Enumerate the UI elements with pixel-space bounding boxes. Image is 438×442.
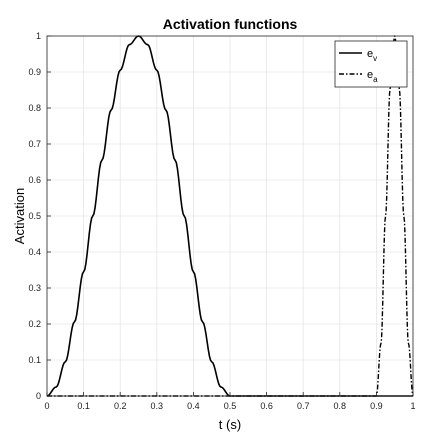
legend-label-ea-base: e bbox=[367, 69, 373, 81]
legend-label-ev-sub: v bbox=[373, 54, 377, 63]
series-line-ea bbox=[47, 35, 414, 397]
y-tick-label: 0.2 bbox=[28, 319, 41, 329]
y-tick-label: 0.8 bbox=[28, 103, 41, 113]
y-tick-label: 0.5 bbox=[28, 211, 41, 221]
legend-label-ea-sub: a bbox=[373, 75, 378, 84]
x-tick-label: 0 bbox=[44, 401, 49, 411]
x-tick-label: 0.6 bbox=[260, 401, 273, 411]
y-tick-label: 1 bbox=[36, 31, 41, 41]
legend-label-ev: ev bbox=[367, 48, 377, 63]
y-tick-label: 0.6 bbox=[28, 175, 41, 185]
x-tick-label: 0.9 bbox=[370, 401, 383, 411]
x-tick-label: 0.5 bbox=[224, 401, 237, 411]
legend-label-ev-base: e bbox=[367, 48, 373, 60]
x-tick-label: 0.2 bbox=[114, 401, 127, 411]
legend: ev ea bbox=[334, 40, 408, 88]
legend-label-ea: ea bbox=[367, 69, 378, 84]
y-tick-label: 0.4 bbox=[28, 247, 41, 257]
x-tick-label: 0.7 bbox=[297, 401, 310, 411]
ticks: 0 0.1 0.2 0.3 0.4 0.5 0.6 0.7 0.8 0.9 1 0 0.1 0.2 0.3 0… bbox=[28, 31, 415, 411]
y-tick-label: 0.3 bbox=[28, 283, 41, 293]
y-tick-label: 0.1 bbox=[28, 355, 41, 365]
x-tick-label: 0.8 bbox=[334, 401, 347, 411]
y-tick-label: 0.7 bbox=[28, 139, 41, 149]
x-axis-label: t (s) bbox=[219, 417, 241, 432]
x-tick-label: 1 bbox=[410, 401, 415, 411]
y-tick-label: 0 bbox=[36, 391, 41, 401]
y-tick-label: 0.9 bbox=[28, 67, 41, 77]
x-tick-label: 0.3 bbox=[151, 401, 164, 411]
legend-box bbox=[334, 40, 408, 88]
x-tick-label: 0.4 bbox=[187, 401, 200, 411]
chart-title: Activation functions bbox=[163, 16, 298, 32]
y-axis-label: Activation bbox=[12, 188, 27, 244]
x-tick-label: 0.1 bbox=[77, 401, 90, 411]
